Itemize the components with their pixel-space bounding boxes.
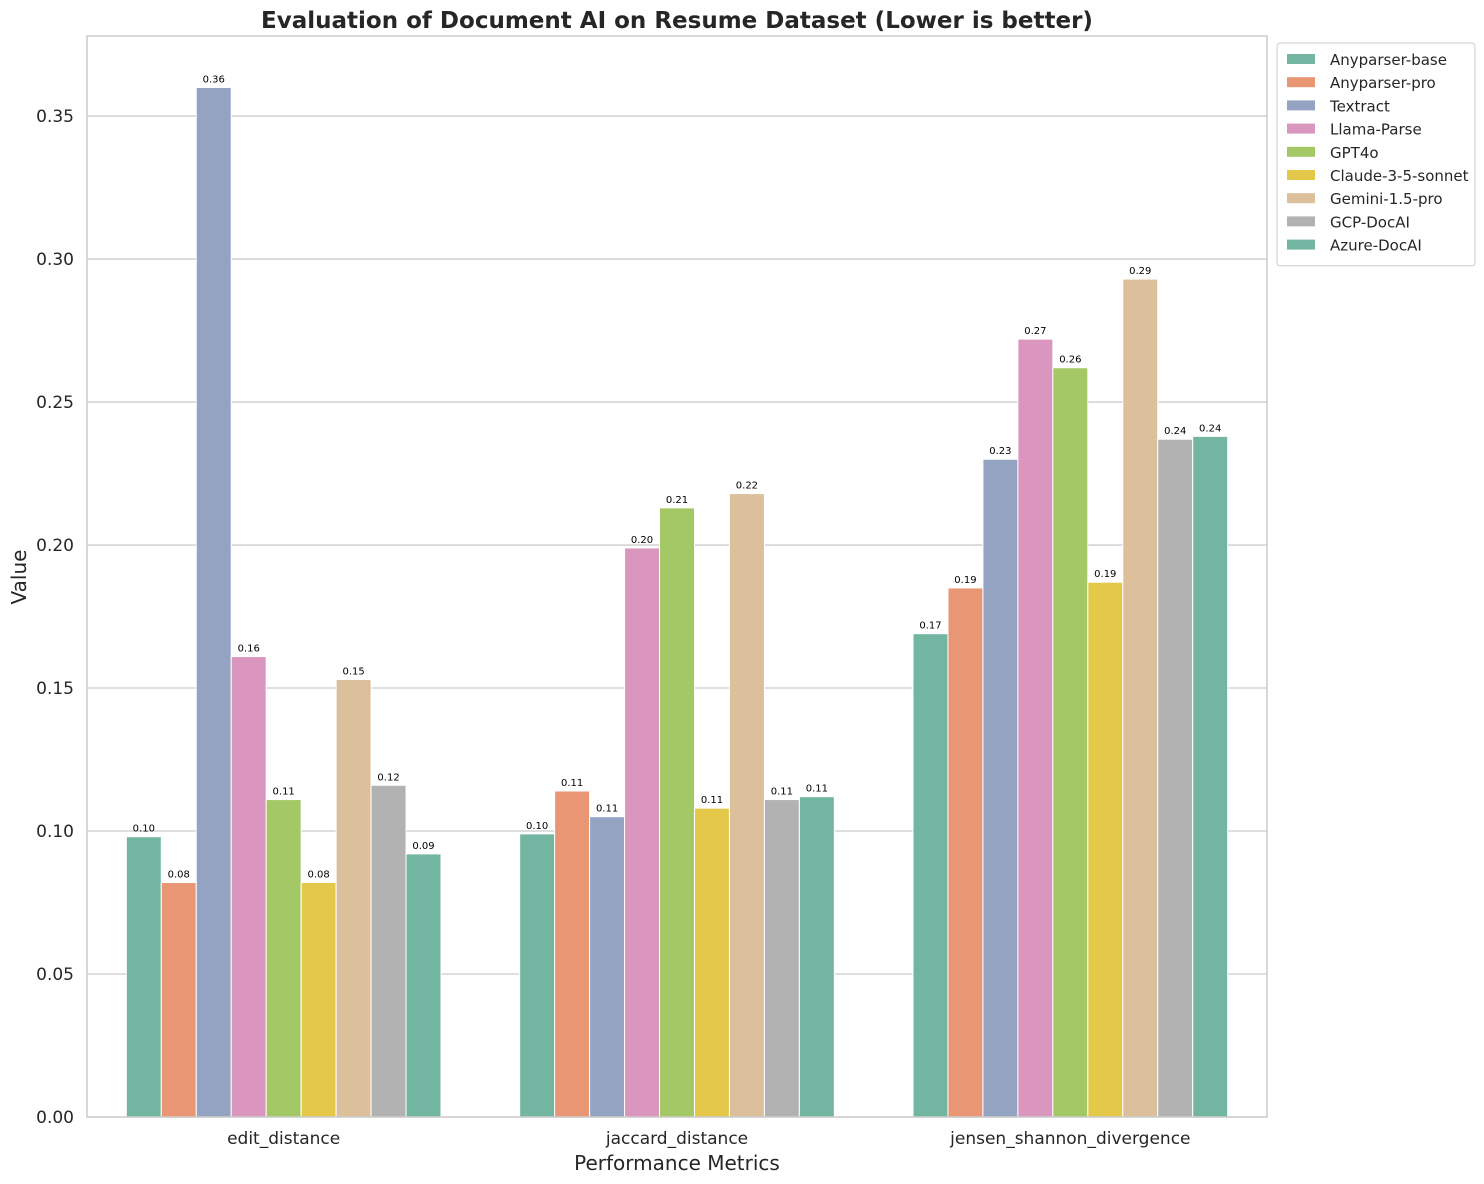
bar: [763, 799, 800, 1118]
chart-title: Evaluation of Document AI on Resume Data…: [261, 8, 1093, 34]
legend-entry: Claude-3-5-sonnet: [1330, 167, 1469, 185]
bar-value-label: 0.20: [631, 535, 653, 546]
bar-value-label: 0.08: [168, 869, 190, 880]
bar: [947, 587, 984, 1118]
bar-value-label: 0.15: [342, 666, 364, 677]
legend: Anyparser-base Anyparser-pro Textract Llama…: [1276, 42, 1476, 267]
bar: [405, 853, 442, 1118]
bar-value-label: 0.27: [1024, 326, 1046, 337]
bar: [1157, 438, 1194, 1118]
bar-value-label: 0.11: [701, 795, 723, 806]
legend-entry: Azure-DocAI: [1330, 237, 1422, 255]
bar-value-label: 0.09: [412, 841, 434, 852]
y-axis-label: Value: [7, 550, 31, 605]
bar: [335, 678, 372, 1118]
bar-value-labels: 0.10 0.08 0.36 0.16 0.11 0.08 0.15 0.12 0.09 0.10…: [133, 74, 1222, 880]
bar-value-label: 0.08: [307, 869, 329, 880]
y-tick-label: 0.15: [36, 679, 74, 699]
x-tick-label: edit_distance: [227, 1129, 340, 1149]
bar-value-label: 0.11: [806, 784, 828, 795]
legend-entry: Anyparser-pro: [1330, 74, 1436, 92]
bar-value-label: 0.12: [377, 772, 399, 783]
bar: [1052, 367, 1089, 1118]
bar: [1192, 435, 1229, 1118]
bar: [728, 493, 765, 1118]
bar-value-label: 0.19: [1094, 569, 1116, 580]
legend-entry: Anyparser-base: [1330, 51, 1447, 69]
bar: [195, 86, 232, 1118]
bar: [1017, 338, 1054, 1118]
bar: [589, 816, 626, 1118]
legend-swatch: [1287, 54, 1315, 64]
bar-value-label: 0.17: [919, 621, 941, 632]
bar-value-label: 0.16: [238, 644, 260, 655]
x-tick-label: jensen_shannon_divergence: [949, 1129, 1190, 1149]
y-tick-label: 0.25: [36, 393, 74, 413]
legend-swatch: [1287, 170, 1315, 180]
legend-box: [1276, 42, 1476, 267]
legend-swatch: [1287, 123, 1315, 134]
bar: [370, 784, 407, 1118]
legend-entry: Textract: [1329, 97, 1390, 115]
bar-value-label: 0.26: [1059, 355, 1081, 366]
bar-value-label: 0.36: [203, 74, 225, 85]
bar: [300, 881, 337, 1118]
legend-entry: Gemini-1.5-pro: [1330, 190, 1443, 208]
bar: [982, 458, 1019, 1118]
bar: [912, 633, 949, 1118]
bar: [125, 836, 162, 1118]
x-axis-ticks: edit_distance jaccard_distance jensen_shan…: [227, 1129, 1190, 1149]
x-tick-label: jaccard_distance: [605, 1129, 748, 1149]
y-tick-label: 0.30: [36, 250, 74, 270]
legend-entry: GPT4o: [1330, 144, 1379, 162]
bar: [160, 881, 197, 1118]
legend-swatch: [1287, 146, 1315, 157]
bar: [798, 796, 835, 1118]
bar: [1122, 278, 1159, 1118]
bar-value-label: 0.24: [1164, 426, 1186, 437]
bar-value-label: 0.11: [561, 778, 583, 789]
y-tick-label: 0.05: [36, 965, 74, 985]
plot-frame: [86, 35, 1268, 1118]
legend-swatch: [1287, 239, 1315, 250]
y-tick-label: 0.35: [36, 107, 74, 127]
bar-value-label: 0.11: [771, 787, 793, 798]
bar-value-label: 0.29: [1129, 266, 1151, 277]
bar-value-label: 0.11: [273, 787, 295, 798]
y-axis-ticks: 0.00 0.05 0.10 0.15 0.20 0.25 0.30 0.35: [36, 107, 74, 1128]
bar-value-label: 0.21: [666, 495, 688, 506]
bar: [1087, 581, 1124, 1118]
bar-value-label: 0.10: [133, 824, 155, 835]
legend-swatch: [1287, 77, 1315, 88]
y-tick-label: 0.20: [36, 536, 74, 556]
bar: [624, 547, 661, 1118]
bar: [519, 833, 556, 1118]
bar-value-label: 0.23: [989, 446, 1011, 457]
legend-swatch: [1287, 100, 1315, 111]
bar-value-label: 0.10: [526, 821, 548, 832]
legend-swatch: [1287, 193, 1315, 204]
bar-value-label: 0.22: [736, 481, 758, 492]
bar-value-label: 0.11: [596, 804, 618, 815]
legend-entry: GCP-DocAI: [1330, 213, 1410, 231]
bar: [659, 507, 695, 1118]
y-tick-label: 0.00: [36, 1108, 74, 1128]
legend-swatch: [1287, 216, 1315, 227]
bar: [265, 799, 302, 1118]
bar: [230, 656, 267, 1118]
x-axis-label: Performance Metrics: [574, 1151, 780, 1175]
bar-value-label: 0.24: [1199, 423, 1221, 434]
y-tick-label: 0.10: [36, 822, 74, 842]
legend-entry: Llama-Parse: [1330, 121, 1422, 139]
bar-group: [125, 86, 1229, 1118]
bar: [693, 807, 730, 1118]
bar-value-label: 0.19: [954, 575, 976, 586]
bar: [554, 790, 591, 1118]
